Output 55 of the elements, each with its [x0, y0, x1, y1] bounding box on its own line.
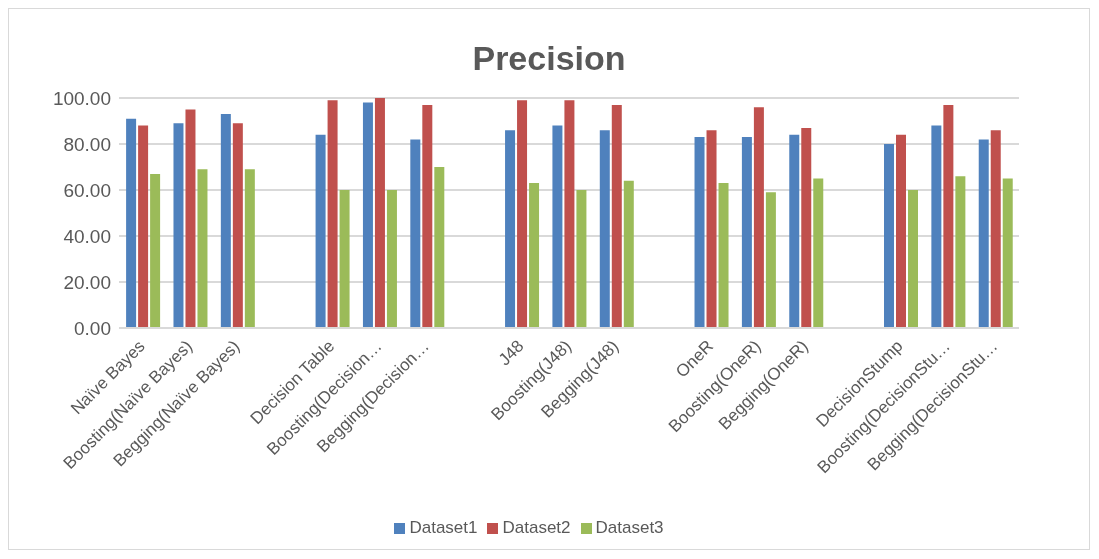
bar	[220, 114, 231, 328]
bar	[801, 127, 812, 328]
bar	[564, 100, 575, 328]
bar	[611, 104, 622, 328]
bar	[943, 104, 954, 328]
legend-label: Dataset1	[409, 518, 478, 537]
bar	[517, 100, 528, 328]
bar	[529, 183, 540, 328]
legend-label: Dataset2	[502, 518, 571, 537]
bar	[138, 125, 149, 328]
bar	[753, 107, 764, 328]
bar	[741, 137, 752, 328]
bar	[931, 125, 942, 328]
bar	[765, 192, 776, 328]
bar	[718, 183, 729, 328]
bar	[197, 169, 208, 328]
y-tick-label: 0.00	[74, 317, 111, 339]
bar	[884, 144, 894, 328]
bar	[599, 130, 610, 328]
bar	[990, 130, 1001, 328]
bar	[244, 169, 255, 328]
chart-title: Precision	[471, 39, 627, 78]
bar	[173, 123, 184, 328]
bar	[789, 134, 800, 328]
bar	[576, 190, 587, 328]
bar	[813, 178, 824, 328]
bar	[410, 139, 421, 328]
y-tick-label: 20.00	[63, 271, 111, 293]
y-tick-label: 80.00	[63, 133, 111, 155]
bar	[339, 190, 350, 328]
bar	[978, 139, 989, 328]
bar	[362, 102, 373, 328]
bar	[327, 100, 338, 328]
bar	[706, 130, 717, 328]
bar	[374, 98, 385, 328]
bar	[422, 104, 433, 328]
bar	[505, 130, 516, 328]
bar	[908, 190, 918, 328]
y-tick-label: 100.00	[52, 87, 111, 109]
bar	[315, 134, 326, 328]
bar	[150, 173, 161, 328]
bar	[694, 137, 705, 328]
bar	[896, 134, 906, 328]
bar	[1002, 178, 1013, 328]
bar	[623, 180, 634, 328]
y-tick-label: 60.00	[63, 179, 111, 201]
bar	[232, 123, 243, 328]
bar	[552, 125, 563, 328]
legend-label: Dataset3	[595, 518, 664, 537]
bar	[434, 167, 445, 328]
bar	[386, 190, 397, 328]
bar	[955, 176, 966, 328]
bar	[126, 118, 137, 328]
y-tick-label: 40.00	[63, 225, 111, 247]
bar	[185, 109, 196, 328]
